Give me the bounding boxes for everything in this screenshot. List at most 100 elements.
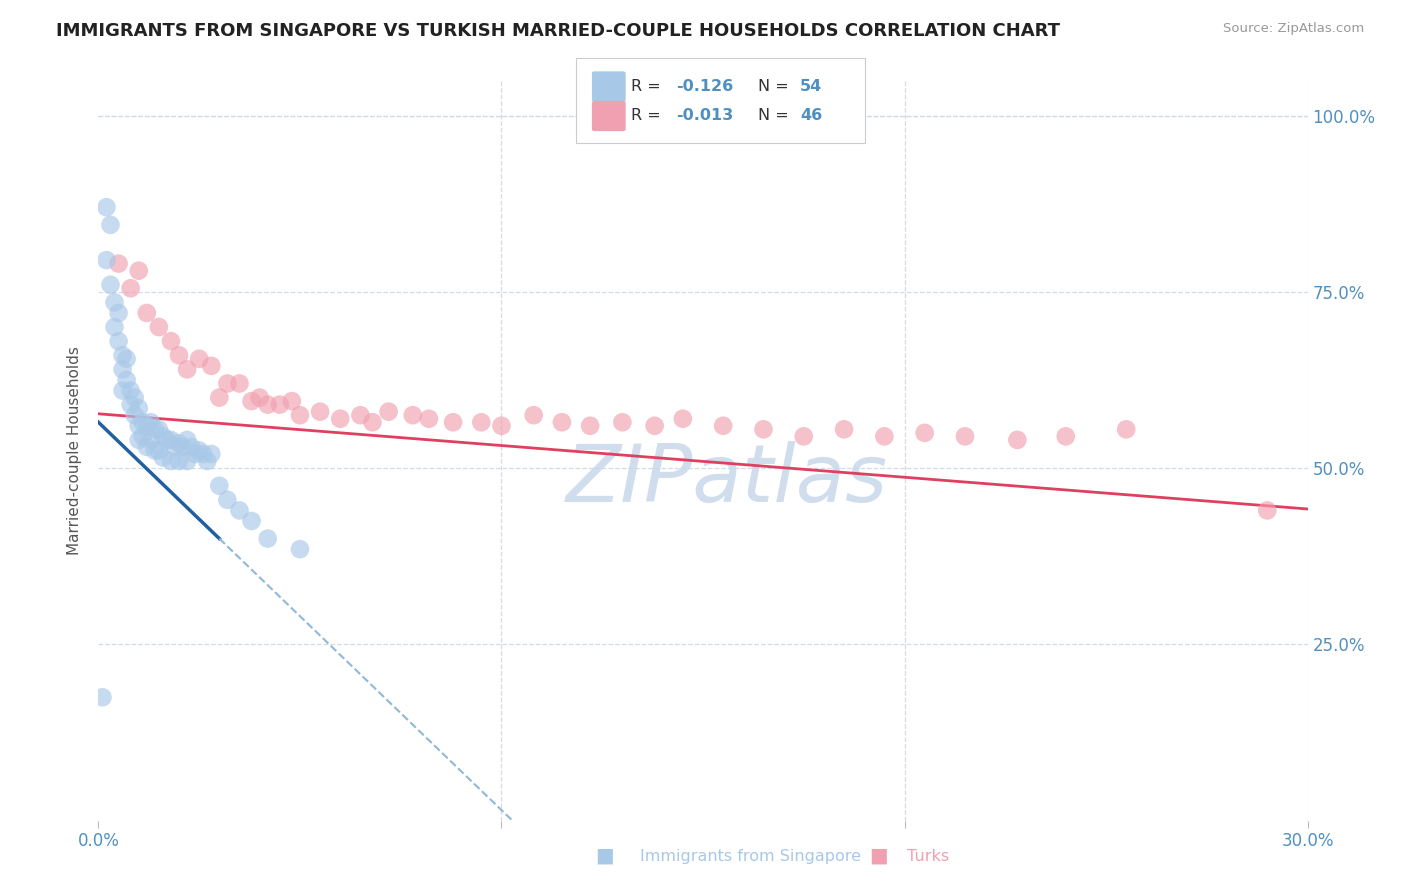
Text: IMMIGRANTS FROM SINGAPORE VS TURKISH MARRIED-COUPLE HOUSEHOLDS CORRELATION CHART: IMMIGRANTS FROM SINGAPORE VS TURKISH MAR… (56, 22, 1060, 40)
Point (176, 362, 198, 376)
Point (128, 433, 150, 447)
Point (160, 433, 183, 447)
Text: R =: R = (631, 109, 666, 123)
Point (135, 440, 157, 454)
Point (711, 418, 734, 433)
Point (240, 394, 263, 409)
Point (152, 429, 174, 443)
Point (612, 415, 634, 429)
Point (914, 425, 936, 440)
Text: ▪: ▪ (869, 842, 889, 871)
Point (91, 690, 114, 705)
Point (111, 384, 134, 398)
Point (195, 454, 218, 468)
Point (128, 401, 150, 416)
Point (953, 429, 976, 443)
Point (176, 433, 198, 447)
Text: N =: N = (758, 109, 794, 123)
Text: ▪: ▪ (595, 842, 614, 871)
Text: Turks: Turks (907, 849, 949, 863)
Point (132, 429, 155, 443)
Text: R =: R = (631, 79, 666, 94)
Point (281, 394, 304, 409)
Point (470, 415, 492, 429)
Point (217, 376, 239, 391)
Point (193, 447, 215, 461)
Point (249, 391, 271, 405)
Point (128, 263, 150, 277)
Point (200, 447, 222, 461)
Point (135, 418, 157, 433)
Point (120, 281, 142, 295)
Point (523, 408, 546, 422)
Point (1256, 503, 1278, 517)
Point (188, 351, 211, 366)
Point (873, 429, 896, 443)
Text: 54: 54 (800, 79, 823, 94)
Point (148, 443, 170, 458)
Point (100, 277, 122, 292)
Point (644, 418, 666, 433)
Point (143, 443, 166, 458)
Text: -0.126: -0.126 (676, 79, 734, 94)
Point (167, 436, 190, 450)
Point (228, 376, 250, 391)
Point (309, 405, 332, 419)
Point (163, 440, 186, 454)
Point (167, 454, 190, 468)
Point (160, 454, 183, 468)
Point (1115, 422, 1137, 436)
Point (115, 373, 138, 387)
Y-axis label: Married-couple Households: Married-couple Households (67, 346, 83, 555)
Point (349, 408, 371, 422)
Point (156, 433, 179, 447)
Point (752, 422, 775, 436)
Point (793, 429, 815, 443)
Point (160, 334, 183, 348)
Text: ZIPatlas: ZIPatlas (567, 441, 889, 519)
Point (111, 348, 134, 362)
Point (96, 253, 118, 268)
Point (832, 422, 855, 436)
Text: 46: 46 (800, 109, 823, 123)
Point (132, 415, 155, 429)
Point (1054, 429, 1077, 443)
Point (107, 257, 129, 271)
Point (256, 398, 278, 412)
Point (120, 384, 142, 398)
Point (208, 391, 231, 405)
Point (288, 542, 311, 557)
Point (128, 418, 150, 433)
Point (288, 408, 311, 422)
Point (120, 398, 142, 412)
Point (377, 405, 399, 419)
Point (103, 295, 125, 310)
Point (217, 492, 239, 507)
Point (111, 362, 134, 376)
Point (172, 440, 194, 454)
Point (579, 418, 602, 433)
Point (180, 440, 202, 454)
Point (148, 422, 170, 436)
Point (152, 450, 174, 465)
Point (100, 218, 122, 232)
Text: Immigrants from Singapore: Immigrants from Singapore (640, 849, 860, 863)
Point (551, 415, 574, 429)
Point (135, 306, 157, 320)
Point (441, 415, 464, 429)
Point (256, 532, 278, 546)
Point (107, 334, 129, 348)
Point (124, 408, 146, 422)
Point (103, 320, 125, 334)
Text: Source: ZipAtlas.com: Source: ZipAtlas.com (1223, 22, 1364, 36)
Point (148, 320, 170, 334)
Text: N =: N = (758, 79, 794, 94)
Point (139, 415, 162, 429)
Point (361, 415, 384, 429)
Text: -0.013: -0.013 (676, 109, 734, 123)
Point (672, 411, 695, 425)
Point (208, 479, 231, 493)
Point (107, 306, 129, 320)
Point (269, 398, 291, 412)
Point (139, 433, 162, 447)
